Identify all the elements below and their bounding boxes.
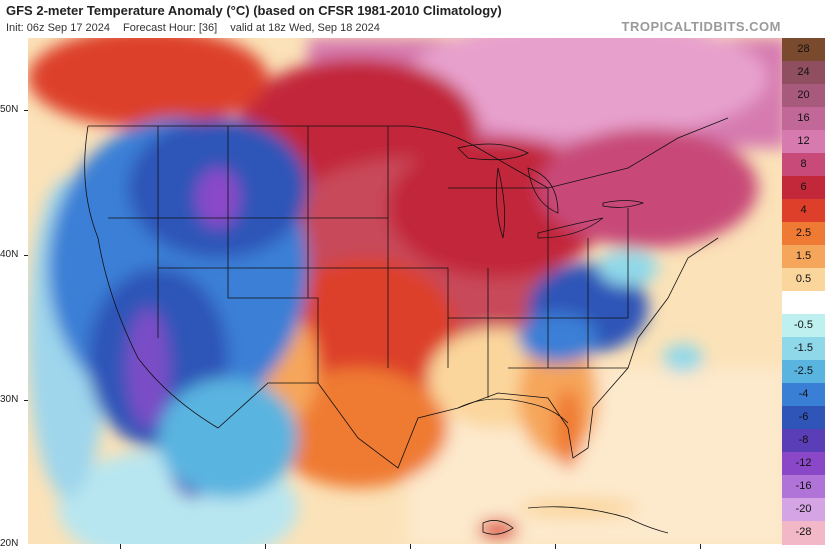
colorbar-label: 1.5 — [795, 249, 812, 262]
colorbar-label: 28 — [797, 42, 810, 55]
state-line — [448, 187, 549, 368]
colorbar-swatch — [782, 130, 825, 154]
colorbar-swatch — [782, 291, 825, 315]
lake-superior — [457, 143, 529, 161]
lon-tick — [120, 544, 121, 549]
map-svg — [28, 38, 782, 544]
lon-tick — [555, 544, 556, 549]
lat-label-40n: 40N — [0, 249, 19, 260]
colorbar-label: 20 — [797, 88, 810, 101]
colorbar-label: 6 — [800, 180, 807, 193]
colorbar-label: -28 — [795, 525, 812, 538]
colorbar-label: -8 — [798, 433, 809, 446]
colorbar-label: -6 — [798, 410, 809, 423]
political-borders — [84, 117, 729, 469]
colorbar-label: -1.5 — [794, 341, 813, 354]
lat-label-30n: 30N — [0, 394, 19, 405]
colorbar-swatch — [782, 107, 825, 131]
colorbar-swatch — [782, 383, 825, 407]
colorbar-label: -0.5 — [794, 318, 813, 331]
bottom-axis — [28, 544, 782, 550]
lat-label-50n: 50N — [0, 104, 19, 115]
brand-watermark: TROPICALTIDBITS.COM — [621, 19, 781, 34]
init-time: Init: 06z Sep 17 2024 — [6, 22, 110, 34]
colorbar-swatch — [782, 38, 825, 62]
lat-label-20n: 20N — [0, 538, 19, 549]
colorbar-label: -4 — [798, 387, 809, 400]
colorbar-label: -2.5 — [794, 364, 813, 377]
yucatan-outline — [482, 520, 514, 535]
lat-tick — [24, 400, 28, 401]
lon-tick — [265, 544, 266, 549]
coastlines — [457, 398, 669, 535]
colorbar-swatch — [782, 475, 825, 499]
colorbar-label: 16 — [797, 111, 810, 124]
lake-huron — [527, 167, 559, 214]
state-line — [227, 126, 319, 383]
us-canada-border — [88, 117, 729, 189]
header: GFS 2-meter Temperature Anomaly (°C) (ba… — [0, 0, 825, 38]
colorbar-label: -16 — [795, 479, 812, 492]
colorbar-swatch — [782, 314, 825, 338]
gulf-coast — [457, 398, 569, 424]
lon-tick — [700, 544, 701, 549]
colorbar-label: 8 — [800, 157, 807, 170]
cuba-outline — [527, 506, 669, 534]
colorbar-swatch — [782, 521, 825, 545]
lat-tick — [24, 255, 28, 256]
great-lakes — [457, 143, 645, 239]
colorbar-swatch — [782, 452, 825, 476]
colorbar-label: 12 — [797, 134, 810, 147]
colorbar-label: 2.5 — [795, 226, 812, 239]
colorbar-swatch — [782, 153, 825, 177]
map-subtitle: Init: 06z Sep 17 2024 Forecast Hour: [36… — [6, 22, 390, 34]
colorbar-label: 24 — [797, 65, 810, 78]
colorbar-swatch — [782, 245, 825, 269]
colorbar-legend: 28 24 20 16 12 8 6 4 2.5 1.5 0.5 -0.5 -1.5 -2.5 -4 -6 -8… — [782, 38, 825, 545]
colorbar-swatch — [782, 268, 825, 292]
colorbar-swatch — [782, 61, 825, 85]
state-line — [158, 267, 449, 368]
lat-tick — [24, 110, 28, 111]
anomaly-field — [28, 38, 782, 544]
colorbar-label: -12 — [795, 456, 812, 469]
colorbar-swatch — [782, 176, 825, 200]
colorbar-swatch — [782, 199, 825, 223]
colorbar-swatch — [782, 337, 825, 361]
colorbar-label: 0.5 — [795, 272, 812, 285]
lake-erie — [537, 217, 604, 239]
colorbar-swatch — [782, 429, 825, 453]
colorbar-swatch — [782, 406, 825, 430]
anomaly-map — [28, 38, 782, 544]
lake-michigan — [495, 167, 506, 239]
lake-ontario — [602, 200, 645, 208]
colorbar-swatch — [782, 222, 825, 246]
us-outline — [84, 125, 719, 469]
lon-tick — [410, 544, 411, 549]
colorbar-swatch — [782, 498, 825, 522]
colorbar-swatch — [782, 360, 825, 384]
forecast-hour: Forecast Hour: [36] — [123, 22, 218, 34]
colorbar-label: 4 — [800, 203, 807, 216]
colorbar-swatch — [782, 84, 825, 108]
valid-time: valid at 18z Wed, Sep 18 2024 — [230, 22, 380, 34]
map-title: GFS 2-meter Temperature Anomaly (°C) (ba… — [6, 3, 502, 18]
colorbar-label: -20 — [795, 502, 812, 515]
